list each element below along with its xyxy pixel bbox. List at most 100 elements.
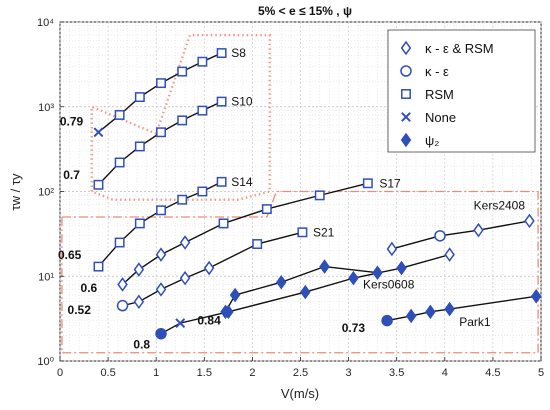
x-tick-label: 3 (346, 367, 352, 379)
x-tick-label: 0 (57, 367, 63, 379)
legend-label: κ - ε (425, 64, 449, 79)
series-labels: S8 S10 S14 S17 S21 Kers2408 Kers0608 Park1 (231, 46, 525, 329)
data-point-park1-tail (530, 289, 542, 304)
data-point-park1 (229, 287, 241, 303)
data-point-s17 (117, 277, 128, 292)
data-point-s8 (114, 110, 125, 120)
data-point-park1 (372, 265, 383, 281)
data-point-kers0608 (396, 260, 407, 276)
x-tick-label: 3.5 (389, 367, 404, 379)
annotation-label: 0.52 (68, 303, 92, 317)
data-point-kers2408 (473, 222, 484, 238)
data-point-s17 (179, 235, 191, 250)
data-point-s17 (218, 218, 229, 229)
data-point-kers0608 (300, 284, 311, 300)
y-tick-label: 10¹ (38, 271, 54, 283)
data-point-park1-tail (425, 304, 436, 320)
series-line-kers2408 (391, 220, 530, 250)
data-point-kers0608 (444, 247, 455, 262)
data-point-s8 (177, 66, 188, 77)
series-label: S8 (231, 46, 246, 60)
x-tick-label: 0.5 (100, 367, 115, 379)
data-point-s8 (197, 56, 208, 67)
x-tick-label: 1 (153, 367, 159, 379)
series-markers (93, 48, 542, 340)
data-point-park1 (319, 259, 330, 274)
series-label: Kers0608 (363, 277, 415, 291)
data-point-s8 (156, 78, 166, 89)
annotation-label: 0.8 (133, 338, 150, 352)
y-tick-label: 10⁴ (37, 17, 54, 29)
data-point-s21 (179, 270, 191, 286)
data-point-park1-tail (381, 314, 393, 327)
legend-marker (400, 132, 412, 148)
x-tick-label: 2 (249, 367, 255, 379)
annotation-label: 0.84 (197, 313, 221, 327)
data-point-s17 (362, 178, 373, 189)
data-point-s17 (155, 247, 167, 262)
data-point-s17 (133, 262, 145, 277)
series-line-s17 (122, 182, 369, 285)
data-point-s21 (252, 239, 263, 249)
data-point-s10 (93, 179, 104, 190)
data-point-s10 (156, 127, 166, 138)
data-point-park1-tail (405, 308, 417, 324)
annotation-label: 0.6 (81, 281, 98, 295)
legend-box (387, 29, 536, 153)
data-point-s10 (177, 115, 188, 126)
data-point-s14 (216, 176, 227, 187)
series-label: S21 (313, 225, 335, 239)
annotation-label: 0.65 (58, 248, 82, 262)
data-point-kers0608 (348, 270, 359, 286)
data-point-s21 (297, 227, 308, 238)
data-point-s14 (134, 218, 145, 229)
y-tick-label: 10² (38, 187, 54, 199)
legend-label: κ - ε & RSM (425, 41, 494, 56)
series-label: S10 (231, 95, 253, 109)
annotations: 0.79 0.7 0.65 0.6 0.52 0.8 0.84 0.73 (58, 115, 365, 352)
y-tick-label: 10³ (38, 102, 54, 114)
y-axis-ticks: 10⁰ 10¹ 10² 10³ 10⁴ (37, 17, 64, 368)
data-point-park1-tail (444, 301, 455, 317)
data-point-s21 (155, 282, 167, 297)
x-tick-label: 4 (442, 367, 448, 379)
legend: κ - ε & RSM κ - ε RSM None ψ₂ (387, 29, 536, 153)
annotation-label: 0.73 (342, 321, 366, 335)
x-tick-label: 4.5 (485, 367, 500, 379)
data-point-s14 (93, 261, 104, 272)
x-tick-label: 2.5 (293, 367, 308, 379)
x-tick-label: 5 (538, 367, 544, 379)
chart-title: 5% < e ≤ 15% , ψ (258, 4, 352, 18)
data-point-s10 (114, 157, 125, 168)
annotation-label: 0.7 (63, 168, 80, 182)
data-point-s21 (203, 260, 215, 276)
data-point-s14 (156, 205, 166, 216)
x-axis-label: V(m/s) (281, 386, 319, 401)
x-tick-label: 1.5 (197, 367, 212, 379)
data-point-kers0608 (175, 318, 186, 329)
data-point-s8 (93, 127, 104, 138)
data-point-s21 (133, 294, 145, 310)
y-axis-label: τw / τy (8, 173, 23, 210)
y-tick-label: 10⁰ (37, 356, 54, 368)
data-point-s10 (216, 96, 227, 107)
data-point-kers2408 (524, 213, 535, 229)
annotation-label: 0.79 (60, 115, 84, 129)
data-point-s21 (116, 299, 129, 312)
data-point-s17 (314, 190, 325, 201)
data-point-kers2408 (386, 241, 398, 257)
regions (61, 33, 539, 354)
data-point-s14 (197, 186, 208, 197)
legend-marker (401, 89, 411, 99)
data-point-s14 (177, 194, 188, 205)
series-label: Park1 (459, 315, 491, 329)
data-point-s14 (114, 237, 125, 248)
data-point-s10 (197, 105, 208, 116)
legend-label: ψ₂ (425, 133, 439, 148)
highlight-region-dotted (90, 33, 271, 201)
series-label: S17 (379, 176, 401, 190)
series-label: Kers2408 (474, 199, 526, 213)
data-point-s17 (261, 204, 272, 215)
legend-label: RSM (425, 87, 454, 102)
